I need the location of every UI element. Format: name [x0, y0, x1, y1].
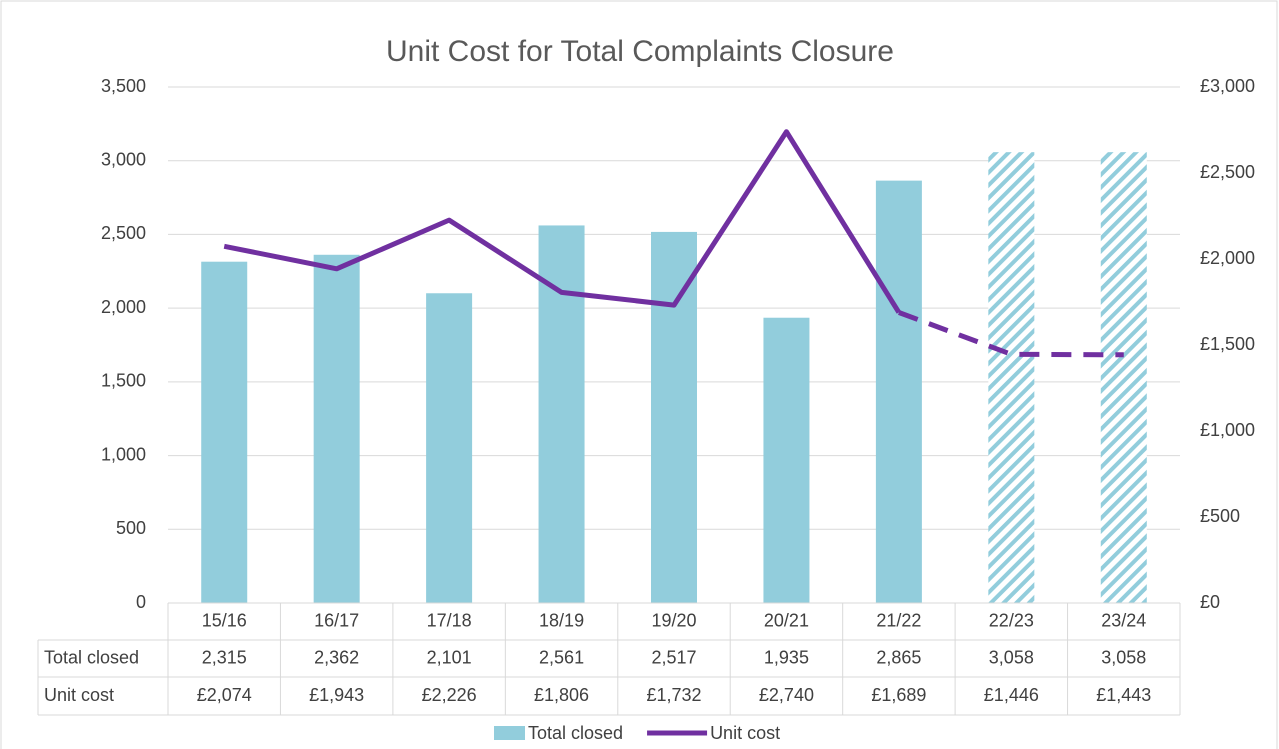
y2-tick-label: £1,500: [1200, 334, 1255, 354]
bar: [651, 231, 697, 603]
y2-tick-label: £1,000: [1200, 420, 1255, 440]
y-tick-label: 0: [136, 592, 146, 612]
table-cell: £2,740: [759, 685, 814, 705]
table-cell: 2,865: [876, 647, 921, 667]
y2-tick-label: £0: [1200, 592, 1220, 612]
bar: [538, 225, 585, 603]
table-cell: 3,058: [1101, 647, 1146, 667]
table-cell: 2,517: [651, 647, 696, 667]
table-cell: £1,732: [646, 685, 701, 705]
y2-tick-label: £2,000: [1200, 248, 1255, 268]
table-cell: 2,101: [427, 647, 472, 667]
table-cell: 3,058: [989, 647, 1034, 667]
chart-title: Unit Cost for Total Complaints Closure: [386, 35, 894, 68]
x-tick-label: 22/23: [989, 610, 1034, 630]
table-cell: £2,226: [422, 685, 477, 705]
x-tick-label: 16/17: [314, 610, 359, 630]
y-tick-label: 1,500: [101, 371, 146, 391]
table-cell: £1,446: [984, 685, 1039, 705]
bar: [763, 317, 810, 603]
y-tick-label: 3,500: [101, 76, 146, 96]
x-tick-label: 19/20: [651, 610, 696, 630]
table-cell: 2,561: [539, 647, 584, 667]
x-tick-label: 15/16: [202, 610, 247, 630]
y-tick-label: 500: [116, 518, 146, 538]
table-cell: £1,806: [534, 685, 589, 705]
legend-swatch: [494, 726, 525, 740]
x-tick-label: 23/24: [1101, 610, 1146, 630]
line: [898, 310, 1124, 358]
line: [223, 129, 902, 314]
y2-tick-label: £2,500: [1200, 162, 1255, 182]
y-tick-label: 1,000: [101, 444, 146, 464]
y-tick-label: 2,000: [101, 297, 146, 317]
table-cell: 2,362: [314, 647, 359, 667]
table-row-label: Unit cost: [44, 685, 114, 705]
table-cell: £2,074: [197, 685, 252, 705]
x-tick-label: 21/22: [876, 610, 921, 630]
bar: [1100, 152, 1147, 603]
y2-tick-label: £500: [1200, 506, 1240, 526]
table-cell: £1,443: [1096, 685, 1151, 705]
legend-label: Total closed: [528, 723, 623, 743]
table-cell: 1,935: [764, 647, 809, 667]
table-cell: £1,689: [871, 685, 926, 705]
bar: [875, 180, 922, 604]
y2-tick-label: £3,000: [1200, 76, 1255, 96]
y-tick-label: 2,500: [101, 223, 146, 243]
table-row-label: Total closed: [44, 647, 139, 667]
y-tick-label: 3,000: [101, 149, 146, 169]
bar: [426, 293, 473, 603]
x-tick-label: 17/18: [427, 610, 472, 630]
bar: [988, 152, 1035, 603]
bar: [201, 261, 248, 603]
x-tick-label: 18/19: [539, 610, 584, 630]
table-cell: £1,943: [309, 685, 364, 705]
legend-label: Unit cost: [710, 723, 780, 743]
bar: [313, 254, 360, 603]
table-cell: 2,315: [202, 647, 247, 667]
x-tick-label: 20/21: [764, 610, 809, 630]
